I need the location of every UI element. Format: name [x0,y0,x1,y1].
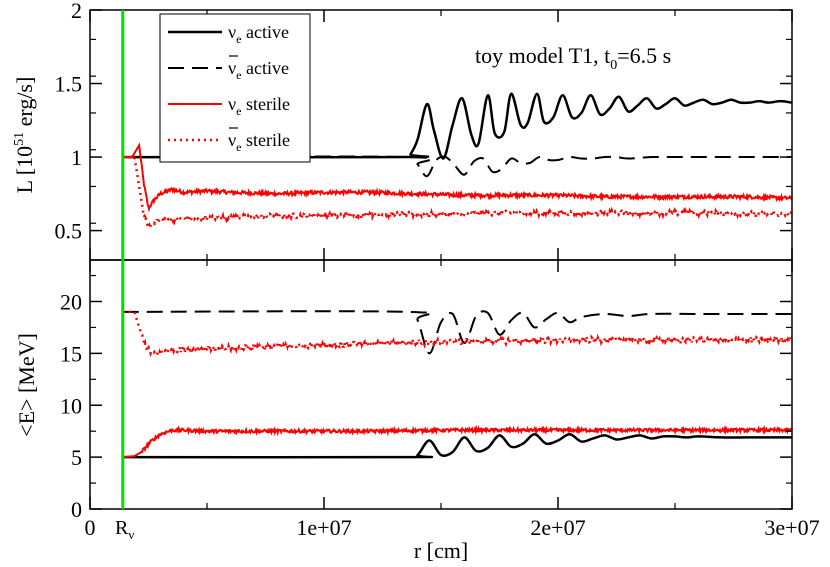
top-series-3 [122,155,793,233]
top-ylabel-main: L [10 [12,146,37,193]
bottom-series-1 [122,310,792,355]
xtick-label: 1e+07 [296,515,351,540]
bottom-series-group [122,310,793,459]
bottom-ytick-label: 10 [60,393,82,418]
rnu-label-sub: ν [128,527,134,542]
x-axis-label: r [cm] [414,538,468,563]
legend-label: νe active [228,22,289,46]
annotation-tail: =6.5 s [617,43,671,68]
bottom-ytick-label: 15 [60,341,82,366]
legend-nu: ν [228,130,236,150]
legend-sub: e [236,104,241,118]
legend-text: sterile [241,130,289,150]
legend-label: νe sterile [228,94,290,118]
legend-box [159,13,311,163]
xtick-label: 2e+07 [530,515,585,540]
rnu-label-main: R [115,517,129,539]
legend-sub: e [236,140,241,154]
top-panel: 0.5 1 1.5 2 L [1051 erg/s] toy model T1, t0… [12,0,793,261]
legend-nu: ν [228,94,236,114]
top-ytick-label: 1.5 [55,72,83,97]
bottom-series-2 [122,424,793,459]
legend-nu: ν [228,22,236,42]
legend-sub: e [236,32,241,46]
legend-nu: ν [228,58,236,78]
legend-label: νe active [228,58,289,82]
annotation-main: toy model T1, t [475,43,610,68]
bottom-series-0 [122,433,792,459]
top-ytick-label: 2 [71,0,82,23]
bottom-ytick-label: 20 [60,290,82,315]
bottom-ticks: 0 5 10 15 20 0 1e+07 2e+07 3e+07 [60,260,820,540]
top-ylabel-sup: 51 [12,132,27,146]
top-series-group [122,92,793,233]
top-ylabel: L [1051 erg/s] [12,77,37,194]
xtick-label: 3e+07 [764,515,819,540]
legend-text: active [241,22,288,42]
top-ylabel-tail: erg/s] [12,77,37,132]
legend-sub: e [236,68,241,82]
xtick-label: 0 [85,515,96,540]
legend-text: sterile [241,94,289,114]
top-series-2 [122,142,793,213]
svg-text:L [1051 erg/s]: L [1051 erg/s] [12,77,37,194]
bottom-ylabel: <E> [MeV] [14,333,39,437]
legend-text: active [241,58,288,78]
top-ticks: 0.5 1 1.5 2 [55,0,793,260]
top-ytick-label: 0.5 [55,219,83,244]
top-ytick-label: 1 [71,145,82,170]
bottom-panel: 0 5 10 15 20 0 1e+07 2e+07 3e+07 <E> [MeV] r [cm… [14,259,820,563]
top-series-0 [122,92,793,160]
bottom-ytick-label: 0 [71,497,82,522]
bottom-series-3 [122,310,793,358]
bottom-plot-frame [89,259,793,510]
model-annotation: toy model T1, t0=6.5 s [475,43,671,73]
annotation-sub: 0 [610,58,617,73]
legend-label: νe sterile [228,130,290,154]
top-series-1 [122,155,792,178]
rnu-label: Rν [115,517,134,542]
bottom-ytick-label: 5 [71,445,82,470]
